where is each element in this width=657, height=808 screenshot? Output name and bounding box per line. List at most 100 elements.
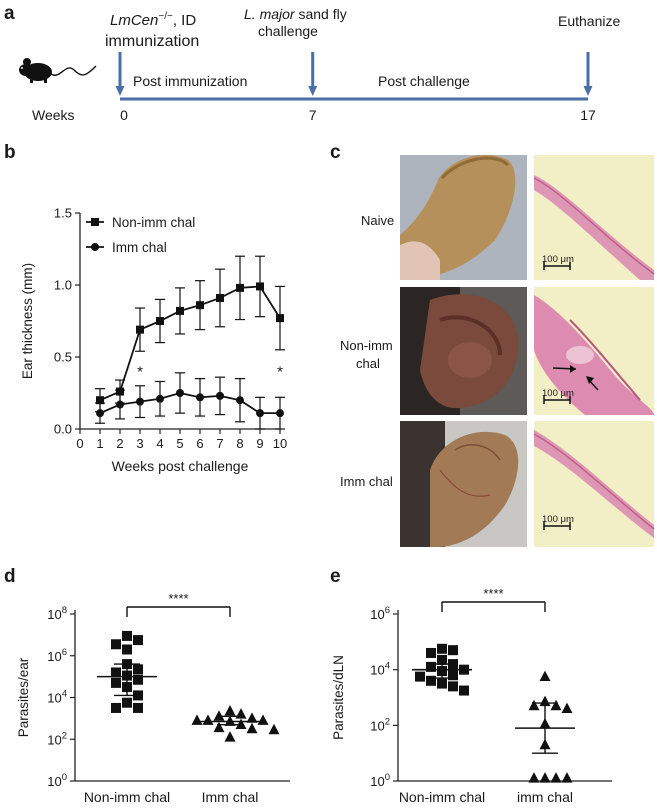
timeline-arrow-head — [115, 86, 125, 96]
data-point — [96, 409, 104, 418]
data-point — [426, 675, 436, 686]
ear-photo-naive — [400, 154, 527, 280]
data-point — [136, 397, 144, 406]
data-point — [415, 671, 425, 682]
data-point — [133, 702, 143, 713]
data-point — [448, 681, 458, 692]
data-point — [257, 714, 269, 725]
data-point — [224, 705, 236, 716]
data-point — [448, 670, 458, 681]
data-point — [256, 409, 264, 418]
panel-b: b 0.0 0.5 1.0 1.5 0 1 2 3 4 5 6 7 8 9 10 Weeks post cha… — [4, 142, 287, 474]
y-tick-label: 1.5 — [54, 206, 72, 221]
challenge-label: L. major sand fly — [244, 6, 347, 22]
x-tick-label: 4 — [156, 436, 163, 451]
y-tick-label: 100 — [370, 772, 390, 789]
y-tick-label: 0.5 — [54, 350, 72, 365]
x-tick-label: 6 — [196, 436, 203, 451]
post-immunization-label: Post immunization — [133, 73, 247, 89]
row-label-non-imm: Non-imm — [340, 338, 393, 353]
y-tick-label: 104 — [47, 689, 67, 706]
ear-thickness-chart: 0.0 0.5 1.0 1.5 0 1 2 3 4 5 6 7 8 9 10 Weeks post chall… — [20, 206, 287, 475]
data-point — [116, 400, 124, 409]
legend-marker — [91, 243, 99, 251]
data-point — [156, 317, 164, 325]
x-tick-label: 7 — [216, 436, 223, 451]
data-point — [539, 772, 551, 783]
immunization-italic: LmCen — [110, 12, 158, 29]
data-point — [276, 409, 284, 418]
data-point — [213, 721, 225, 733]
y-tick-label: 100 — [47, 772, 67, 789]
data-point — [561, 772, 573, 783]
data-point — [528, 699, 540, 711]
panel-e: e 100 102 104 106 Parasites/dLN Non-imm chal i… — [330, 566, 612, 805]
ear-photo-imm-chal — [400, 421, 527, 547]
mouse-icon — [19, 58, 97, 83]
data-point — [176, 389, 184, 397]
panel-d-letter: d — [4, 566, 16, 587]
data-point — [196, 301, 204, 310]
row-label-non-imm-2: chal — [356, 356, 380, 371]
data-point — [216, 293, 224, 302]
data-point — [111, 702, 121, 713]
timeline-arrows — [115, 52, 593, 96]
data-point — [426, 647, 436, 658]
y-tick-label: 0.0 — [54, 422, 72, 437]
x-axis-title: Weeks post challenge — [112, 458, 249, 474]
scale-bar-label-non-imm: 100 μm — [542, 388, 574, 399]
timeline-tick-label: 0 — [120, 107, 128, 123]
category-label: Non-imm chal — [84, 789, 170, 805]
y-tick-label: 106 — [47, 647, 67, 664]
euthanize-label: Euthanize — [558, 13, 620, 29]
data-point — [528, 772, 540, 783]
legend-label: Non-imm chal — [112, 215, 195, 230]
x-tick-label: 5 — [176, 436, 183, 451]
data-point — [156, 394, 164, 403]
x-tick-label: 1 — [96, 436, 103, 451]
y-tick-label: 102 — [47, 730, 67, 747]
data-point — [111, 677, 121, 688]
data-point — [191, 714, 203, 725]
data-point — [561, 702, 573, 714]
category-label: Imm chal — [202, 789, 259, 805]
data-point — [216, 391, 224, 400]
row-label-imm-chal: Imm chal — [340, 474, 393, 489]
series-line — [99, 285, 281, 402]
panel-a: a LmCen−/−, ID immunization L. major san… — [4, 3, 620, 123]
data-point — [213, 710, 225, 721]
data-point — [437, 643, 447, 654]
scale-bar-label-naive: 100 μm — [542, 254, 574, 265]
significance-label: **** — [483, 586, 503, 601]
data-point — [426, 661, 436, 672]
y-axis-title: Parasites/ear — [16, 657, 31, 737]
challenge-italic: L. major — [244, 6, 296, 22]
data-point — [246, 722, 258, 734]
parasites-dln-chart: 100 102 104 106 Parasites/dLN Non-imm chal imm… — [331, 586, 612, 805]
data-point — [196, 393, 204, 402]
histology-naive: 100 μm — [533, 155, 655, 280]
data-point — [448, 645, 458, 656]
immunization-sup: −/− — [158, 11, 173, 22]
panel-b-letter: b — [4, 142, 16, 163]
weeks-label: Weeks — [32, 107, 75, 123]
timeline-arrow-head — [308, 86, 318, 96]
data-point — [122, 630, 132, 641]
ear-photo-non-imm — [400, 287, 527, 415]
histology-non-imm: 100 μm — [534, 287, 654, 415]
data-point — [136, 325, 144, 334]
x-tick-label: 2 — [116, 436, 123, 451]
data-point — [268, 723, 280, 735]
data-point — [176, 306, 184, 315]
data-point — [550, 772, 562, 783]
y-tick-label: 1.0 — [54, 278, 72, 293]
data-point — [246, 712, 258, 723]
challenge-line2: challenge — [258, 23, 318, 39]
x-tick-label: 10 — [273, 436, 287, 451]
data-point — [236, 396, 244, 405]
row-label-naive: Naive — [361, 213, 394, 228]
panel-a-letter: a — [4, 3, 15, 24]
y-tick-label: 106 — [370, 605, 390, 622]
panel-d: d 100 102 104 106 108 Parasites/ear Non-imm ch… — [4, 566, 290, 805]
